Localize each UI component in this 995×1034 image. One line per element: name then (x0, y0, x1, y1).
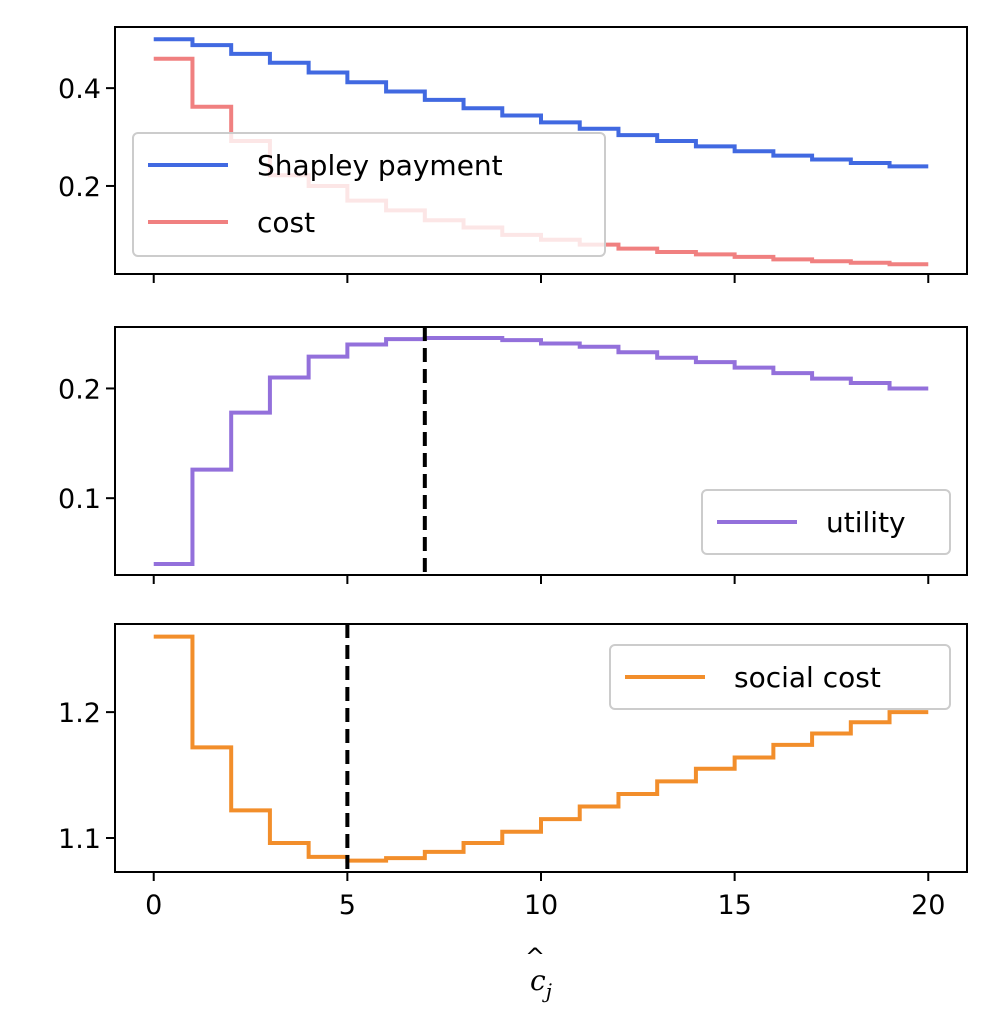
legend-label: utility (826, 506, 906, 539)
series-line-shapley-payment (153, 37, 929, 169)
legend: social cost (609, 644, 951, 710)
y-tick-label: 1.2 (58, 698, 101, 729)
x-tick-label: 5 (339, 890, 356, 921)
y-tick-label: 0.4 (58, 74, 101, 105)
legend-box (609, 644, 951, 710)
x-tick-label: 10 (524, 890, 558, 921)
x-axis-label: cj (530, 964, 552, 1003)
panel-social-cost: 1.1 1.2 0 5 10 15 20 social cost (58, 623, 968, 921)
series-line-social-cost (153, 634, 929, 863)
legend-box (132, 132, 606, 257)
panel-payment-cost: 0.2 0.4 Shapley payment cost (58, 26, 968, 283)
x-tick-label: 0 (145, 890, 162, 921)
x-tick-label: 20 (911, 890, 945, 921)
legend: utility (701, 489, 951, 555)
legend-box (701, 489, 951, 555)
series-line-utility (153, 335, 929, 567)
legend-label: cost (257, 206, 315, 239)
legend-label: Shapley payment (257, 149, 503, 182)
y-tick-label: 0.2 (58, 374, 101, 405)
y-tick-label: 1.1 (58, 824, 101, 855)
legend: Shapley payment cost (132, 132, 606, 257)
x-tick-label: 15 (717, 890, 751, 921)
legend-label: social cost (734, 661, 881, 694)
y-tick-label: 0.1 (58, 484, 101, 515)
panel-utility: 0.1 0.2 utility (58, 326, 968, 584)
y-tick-label: 0.2 (58, 172, 101, 203)
x-axis-label-hat: ^ (525, 943, 545, 971)
